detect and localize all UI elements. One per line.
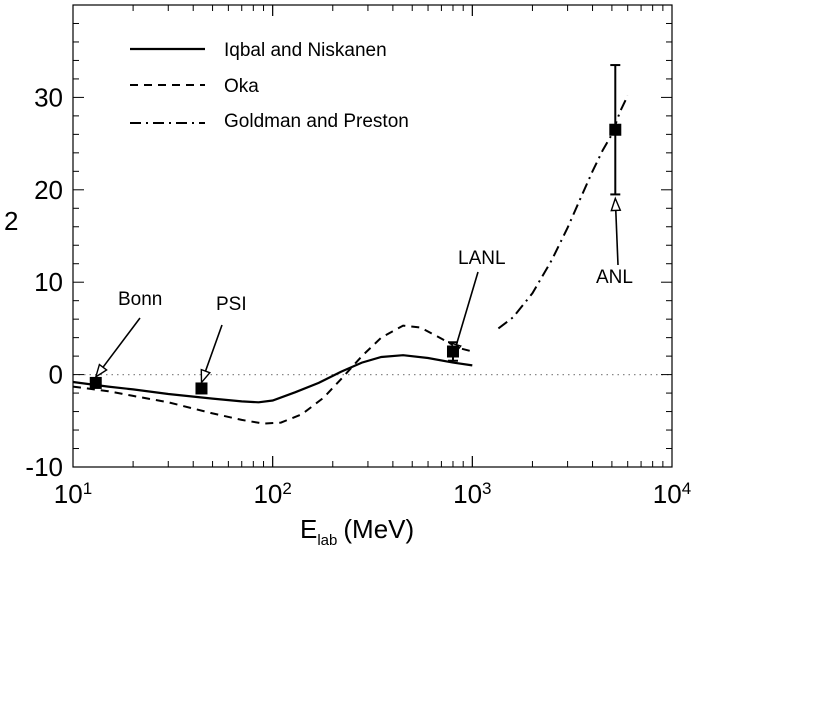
annotation-psi: PSI bbox=[216, 294, 247, 315]
x-tick-label-10000: 104 bbox=[653, 479, 691, 510]
annotation-arrows bbox=[94, 196, 622, 385]
arrow-anl-head bbox=[610, 196, 622, 212]
legend-label-iqbal-niskanen: Iqbal and Niskanen bbox=[224, 40, 387, 61]
series-line-iqbal-niskanen bbox=[72, 354, 473, 404]
annotation-lanl: LANL bbox=[458, 248, 506, 269]
legend-label-oka: Oka bbox=[224, 76, 259, 97]
annotation-anl: ANL bbox=[596, 267, 633, 288]
x-tick-label-1000: 103 bbox=[453, 479, 491, 510]
y-tick-label-30: 30 bbox=[34, 82, 63, 112]
y-tick-label-20: 20 bbox=[34, 175, 63, 205]
arrow-bonn-shaft bbox=[102, 317, 141, 368]
data-point-anl bbox=[609, 123, 622, 136]
arrow-psi-head bbox=[200, 368, 211, 385]
data-point-bonn bbox=[89, 376, 102, 389]
y-tick-label-0: 0 bbox=[49, 360, 63, 390]
y-tick-labels: -10 0 10 20 30 bbox=[25, 82, 63, 482]
data-point-markers bbox=[89, 123, 622, 395]
x-tick-labels: 101 102 103 104 bbox=[54, 479, 691, 510]
y-axis-label: 2 bbox=[4, 206, 18, 236]
series-line-oka bbox=[72, 324, 473, 425]
annotation-bonn: Bonn bbox=[118, 289, 162, 310]
y-tick-label-neg10: -10 bbox=[25, 452, 63, 482]
legend: Iqbal and Niskanen Oka Goldman and Prest… bbox=[130, 40, 409, 132]
arrow-anl-shaft bbox=[614, 210, 619, 266]
legend-label-goldman-preston: Goldman and Preston bbox=[224, 111, 409, 132]
arrow-lanl-shaft bbox=[455, 271, 479, 345]
error-bars bbox=[447, 64, 621, 362]
data-point-psi bbox=[195, 382, 208, 395]
arrow-psi-shaft bbox=[204, 324, 223, 372]
series-line-goldman-preston bbox=[497, 95, 629, 330]
y-tick-label-10: 10 bbox=[34, 267, 63, 297]
x-axis-label: Elab (MeV) bbox=[300, 514, 414, 549]
arrow-bonn-head bbox=[94, 363, 108, 379]
x-tick-label-10: 101 bbox=[54, 479, 92, 510]
x-tick-label-100: 102 bbox=[253, 479, 291, 510]
tick-marks bbox=[72, 4, 673, 468]
plot-frame bbox=[72, 4, 673, 468]
data-point-lanl bbox=[446, 345, 459, 358]
